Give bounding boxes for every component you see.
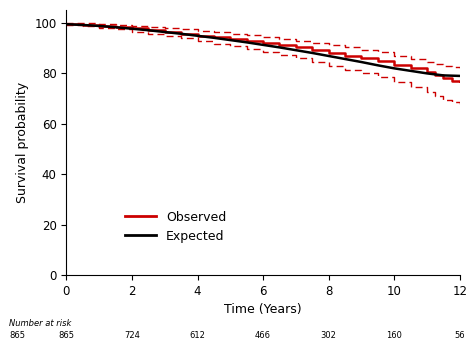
X-axis label: Time (Years): Time (Years) xyxy=(224,303,302,316)
Text: 865: 865 xyxy=(58,331,74,340)
Text: 302: 302 xyxy=(321,331,337,340)
Text: 865: 865 xyxy=(9,331,26,340)
Legend: Observed, Expected: Observed, Expected xyxy=(120,205,231,248)
Text: 724: 724 xyxy=(124,331,140,340)
Y-axis label: Survival probability: Survival probability xyxy=(16,82,29,203)
Text: 56: 56 xyxy=(455,331,465,340)
Text: 160: 160 xyxy=(386,331,402,340)
Text: Number at risk: Number at risk xyxy=(9,319,72,328)
Text: 612: 612 xyxy=(190,331,205,340)
Text: 466: 466 xyxy=(255,331,271,340)
